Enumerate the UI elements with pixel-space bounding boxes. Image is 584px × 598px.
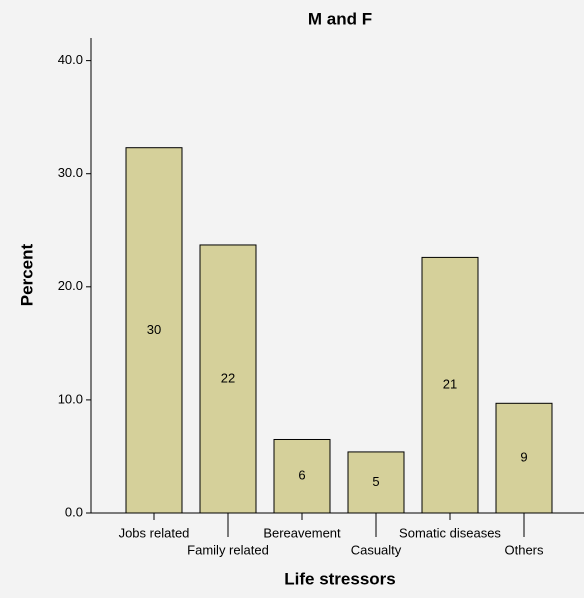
bar [199,244,257,514]
count-label: 5 [372,474,379,489]
x-tick-label: Somatic diseases [399,525,501,540]
y-axis-title: Percent [17,243,36,306]
x-tick-label: Jobs related [119,525,190,540]
count-label: 22 [221,370,235,385]
count-label: 9 [520,450,527,465]
x-tick-label: Others [504,542,544,557]
x-tick-label: Family related [187,542,269,557]
count-label: 30 [147,322,161,337]
bar [421,256,479,514]
count-label: 21 [443,377,457,392]
y-tick-label: 40.0 [58,52,83,67]
count-label: 6 [298,468,305,483]
chart-title: M and F [308,9,372,28]
x-tick-label: Casualty [351,542,402,557]
bar [347,451,405,514]
x-axis-title: Life stressors [284,569,396,588]
x-tick-label: Bereavement [263,525,341,540]
y-tick-label: 30.0 [58,165,83,180]
y-tick-label: 10.0 [58,391,83,406]
y-tick-label: 0.0 [65,504,83,519]
y-tick-label: 20.0 [58,278,83,293]
